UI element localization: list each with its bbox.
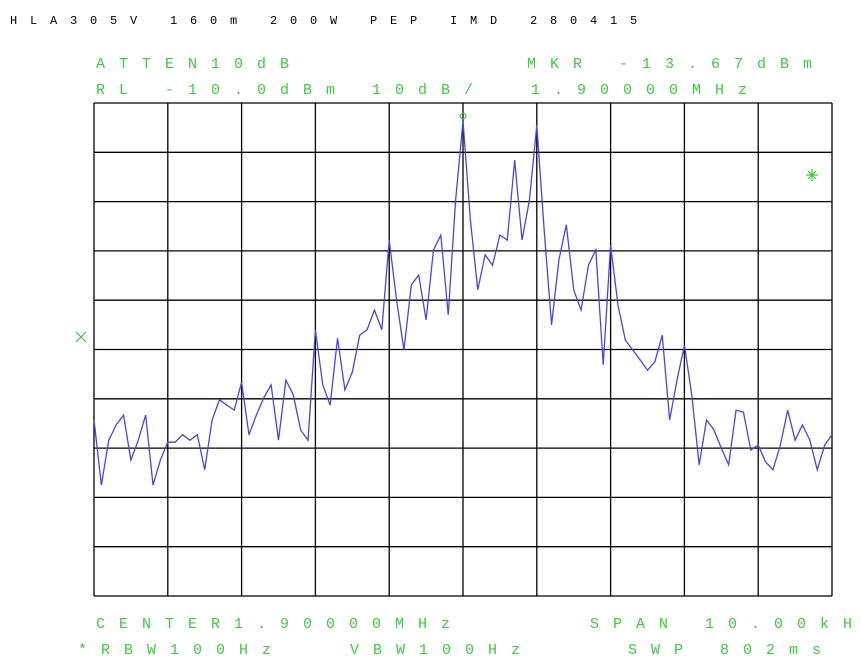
ref-level: RL -10.0dBm xyxy=(96,82,349,99)
marker-level: MKR -13.67dBm xyxy=(527,56,826,73)
title: HLA305V 160m 200W PEP IMD 280415 xyxy=(10,14,650,28)
marker xyxy=(459,112,467,120)
center-freq: CENTER1.90000MHz xyxy=(96,616,464,633)
rbw: *RBW100Hz xyxy=(78,642,285,658)
scale: 10dB/ xyxy=(372,82,487,99)
marker-freq: 1.90000MHz xyxy=(531,82,761,99)
ref-symbol xyxy=(75,331,87,343)
vbw: VBW100Hz xyxy=(350,642,534,658)
atten: ATTEN10dB xyxy=(96,56,303,73)
span: SPAN 10.00kHz xyxy=(590,616,861,633)
star-symbol xyxy=(806,169,818,181)
trace xyxy=(93,121,833,486)
plot xyxy=(93,102,833,597)
sweep: SWP 802ms xyxy=(628,642,835,658)
